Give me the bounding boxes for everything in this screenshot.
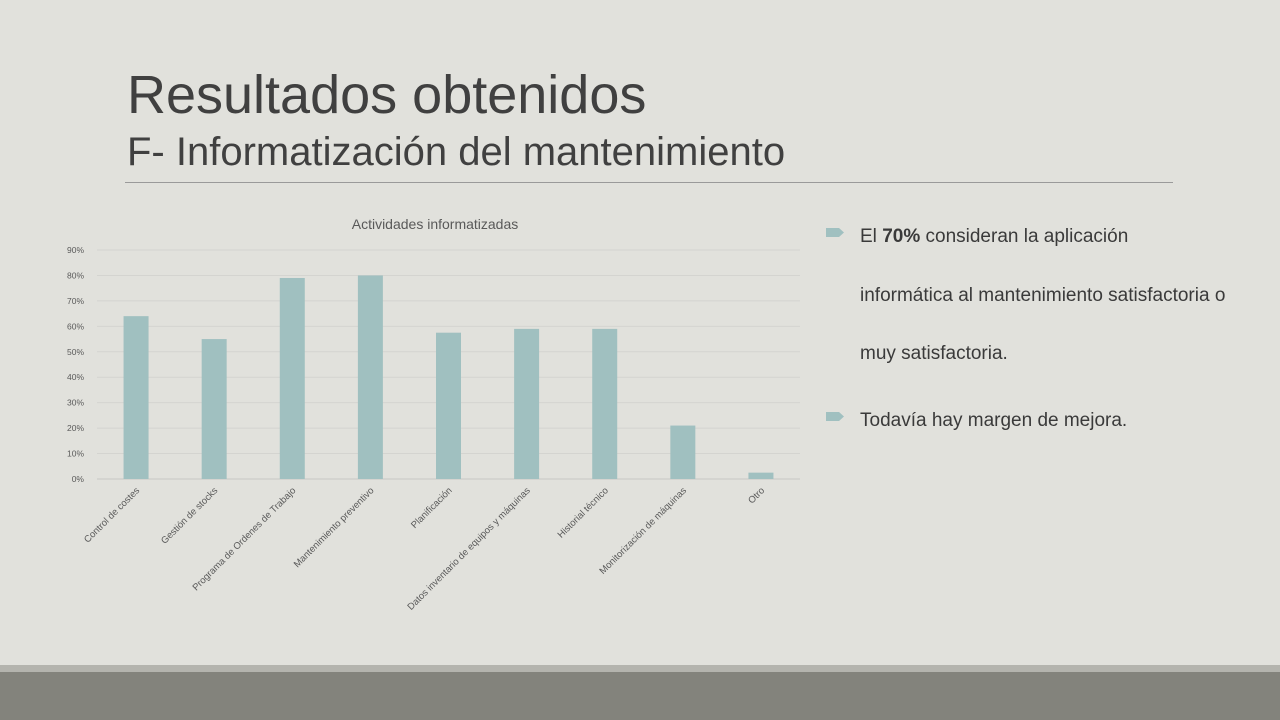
bar	[670, 425, 696, 479]
y-tick-label: 30%	[67, 398, 84, 408]
bar	[592, 328, 618, 479]
x-tick-label: Gestión de stocks	[159, 485, 220, 546]
bullet-text-pre: Todavía hay margen de mejora.	[860, 409, 1128, 431]
x-tick-label: Otro	[746, 485, 767, 506]
x-tick-label: Planificación	[409, 485, 454, 530]
bar	[436, 332, 461, 479]
bullet-marker-icon	[826, 228, 844, 237]
y-tick-label: 50%	[67, 347, 84, 357]
bullet-list: El 70% consideran la aplicación informát…	[826, 208, 1226, 450]
bar	[201, 339, 227, 479]
y-tick-label: 0%	[72, 474, 85, 484]
x-tick-label: Control de costes	[82, 485, 142, 545]
y-tick-label: 90%	[67, 245, 84, 255]
bar	[748, 472, 774, 479]
slide-title: Resultados obtenidos	[127, 65, 647, 125]
y-axis-ticks: 0% 10% 20% 30% 40% 50% 60% 70% 80% 90%	[67, 245, 84, 484]
bullet-text-pre: El	[860, 226, 883, 247]
bullet-item: Todavía hay margen de mejora.	[826, 392, 1226, 451]
chart-title: Actividades informatizadas	[352, 216, 519, 232]
chart-bars	[123, 275, 774, 479]
bar	[514, 328, 540, 479]
bullet-item: El 70% consideran la aplicación informát…	[826, 208, 1226, 384]
bar	[123, 316, 149, 479]
x-tick-label: Historial técnico	[556, 485, 611, 540]
bullet-text-bold: 70%	[882, 226, 921, 247]
x-tick-label: Datos inventario de equipos y máquinas	[405, 485, 532, 612]
title-divider	[125, 182, 1173, 183]
bullet-marker-icon	[826, 411, 844, 421]
bar	[357, 275, 383, 479]
x-axis-labels: Control de costes Gestión de stocksProgra…	[82, 485, 767, 612]
y-tick-label: 20%	[67, 423, 84, 433]
bar-chart: Actividades informatizadas 0% 10% 20% 30% 40…	[67, 216, 800, 613]
slide-subtitle: F- Informatización del mantenimiento	[127, 130, 786, 174]
x-tick-label: Monitorización de máquinas	[598, 485, 690, 577]
footer-band-dark	[0, 672, 1280, 720]
y-tick-label: 80%	[67, 270, 84, 280]
bullet-text-post: consideran la aplicación informática al …	[860, 226, 1226, 364]
y-tick-label: 70%	[67, 296, 84, 306]
y-tick-label: 10%	[67, 449, 84, 459]
x-tick-label: Mantenimiento preventivo	[292, 485, 377, 570]
y-tick-label: 40%	[67, 372, 84, 382]
bar	[279, 277, 305, 479]
footer-band-light	[0, 665, 1280, 672]
y-tick-label: 60%	[67, 321, 84, 331]
